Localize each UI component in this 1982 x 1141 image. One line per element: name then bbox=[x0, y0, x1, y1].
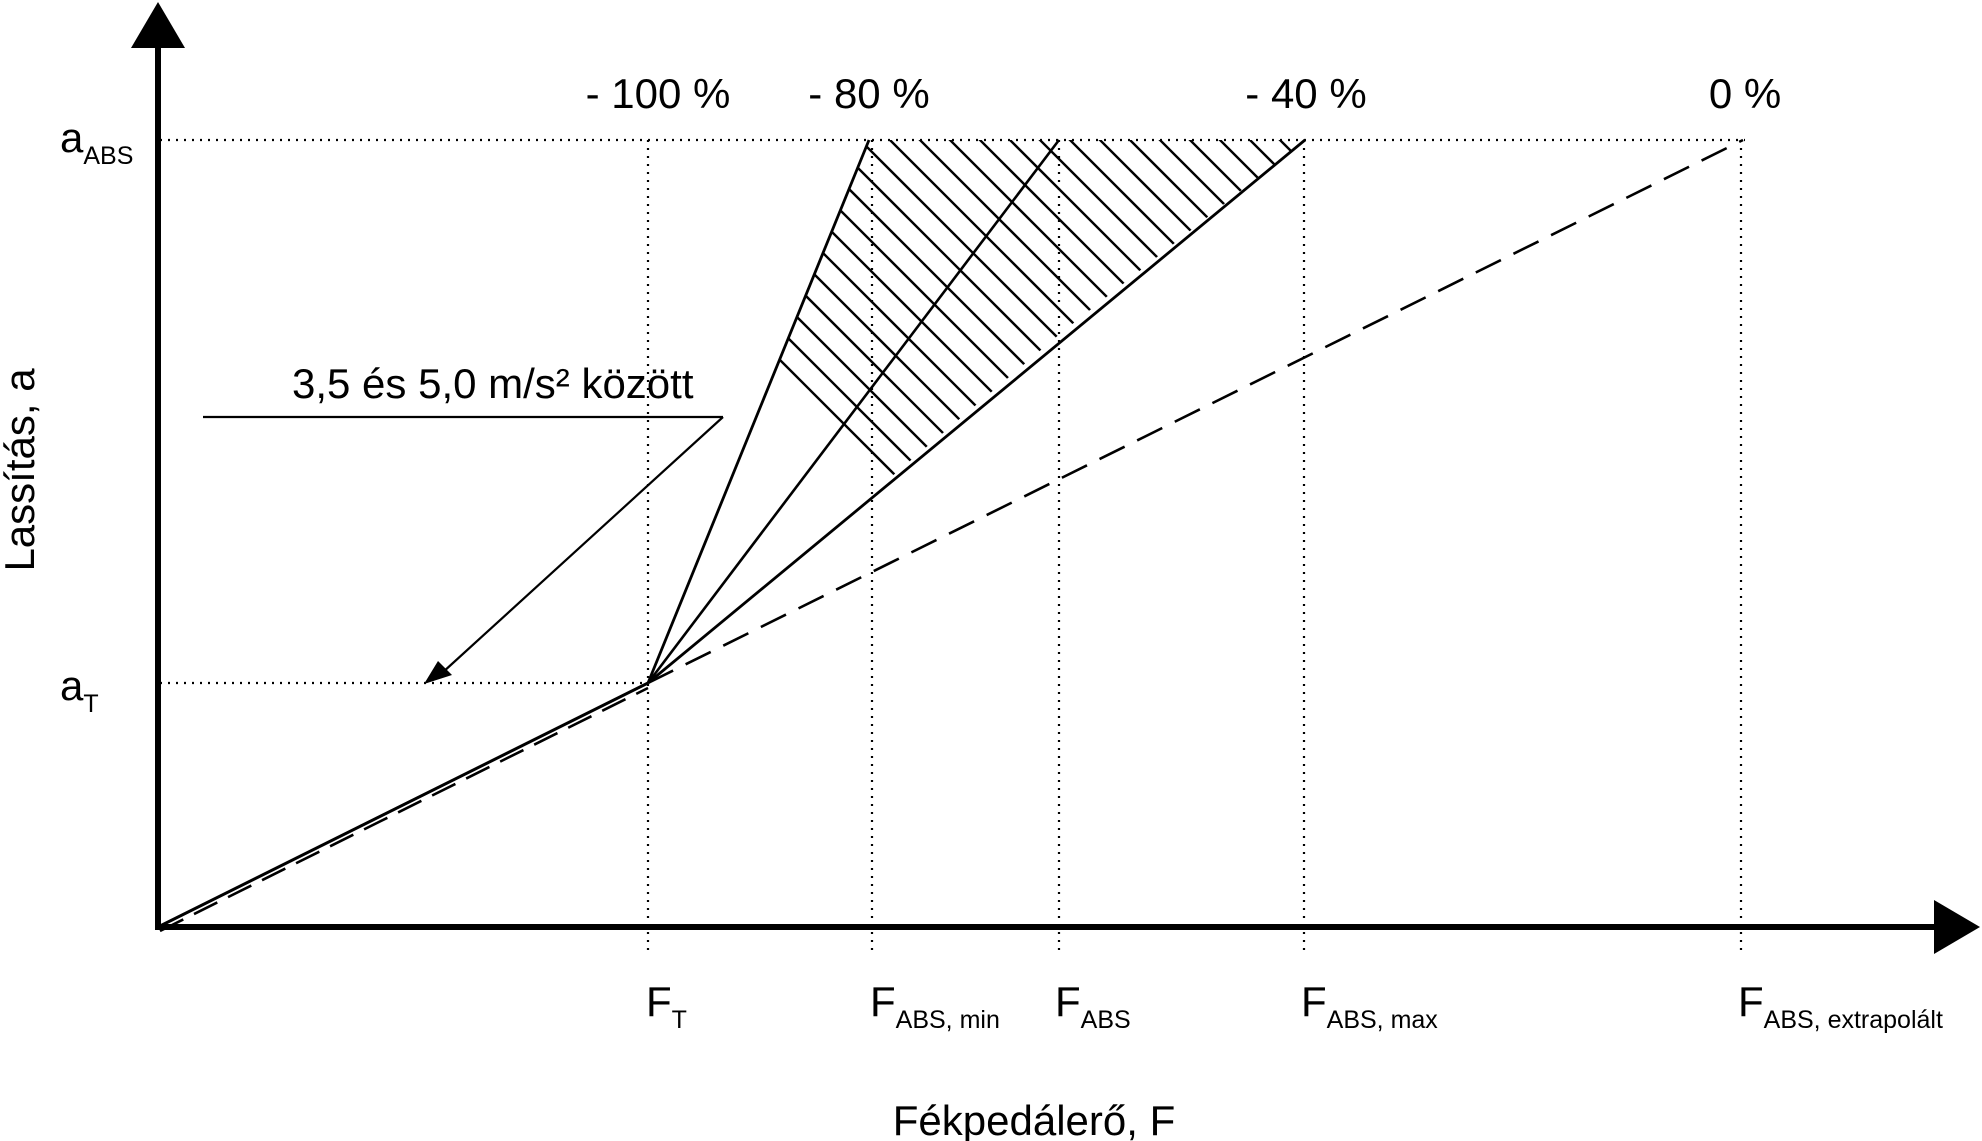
boundary-steep bbox=[646, 139, 871, 684]
center-curve bbox=[646, 139, 1061, 684]
hatch-line-2 bbox=[648, 140, 1181, 683]
hatch-line-18 bbox=[1079, 140, 1305, 683]
hatch-line-0 bbox=[648, 140, 1121, 683]
curves bbox=[159, 138, 1744, 933]
y-axis-arrowhead bbox=[131, 2, 185, 48]
deceleration-annotation: 3,5 és 5,0 m/s² között bbox=[292, 360, 694, 407]
fabs-min-label: FABS, min bbox=[870, 978, 1000, 1034]
hatch-line-19 bbox=[1109, 140, 1305, 683]
percent-label-minus-80: - 80 % bbox=[808, 70, 929, 117]
base-curve bbox=[159, 681, 649, 928]
fabs-label: FABS bbox=[1055, 978, 1131, 1034]
annotation-arrowhead bbox=[424, 661, 452, 684]
ft-label: FT bbox=[646, 978, 687, 1034]
hatch-line-7 bbox=[749, 140, 1305, 683]
hatch-line-13 bbox=[929, 140, 1305, 683]
hatch-line-8 bbox=[779, 140, 1305, 683]
fabs-max-label: FABS, max bbox=[1301, 978, 1438, 1034]
hatch-line-17 bbox=[1049, 140, 1305, 683]
a-t-label: aT bbox=[60, 662, 99, 718]
hatch-line-28 bbox=[1380, 120, 1960, 700]
base-curve-dashed bbox=[159, 686, 649, 933]
x-axis-arrowhead bbox=[1934, 900, 1980, 954]
x-axis-title: Fékpedálerő, F bbox=[893, 1097, 1175, 1141]
hatch-line-21 bbox=[1169, 140, 1305, 683]
annotation-leader bbox=[203, 415, 724, 674]
fabs-extrapolated-label: FABS, extrapolált bbox=[1738, 978, 1943, 1034]
hatch-line-24 bbox=[1259, 140, 1305, 683]
hatch-line-27 bbox=[1350, 120, 1930, 700]
hatch-line-6 bbox=[719, 140, 1301, 683]
tolerance-hatch bbox=[648, 120, 1960, 700]
hatch-line-10 bbox=[839, 140, 1305, 683]
axes bbox=[131, 2, 1980, 954]
percent-label-minus-40: - 40 % bbox=[1245, 70, 1366, 117]
hatch-line-3 bbox=[648, 140, 1211, 683]
hatch-line-14 bbox=[959, 140, 1305, 683]
y-axis-title: Lassítás, a bbox=[0, 368, 43, 572]
a-abs-label: aABS bbox=[60, 114, 133, 170]
hatch-line-25 bbox=[1289, 140, 1305, 683]
percent-label-minus-100: - 100 % bbox=[586, 70, 731, 117]
hatch-line-4 bbox=[659, 140, 1241, 683]
hatch-line-20 bbox=[1139, 140, 1305, 683]
hatch-line-15 bbox=[989, 140, 1305, 683]
hatch-line-23 bbox=[1229, 140, 1305, 683]
hatch-line-16 bbox=[1019, 140, 1305, 683]
hatch-line-12 bbox=[899, 140, 1305, 683]
hatch-line-11 bbox=[869, 140, 1305, 683]
hatch-line-1 bbox=[648, 140, 1151, 683]
boundary-shallow bbox=[647, 138, 1306, 685]
extrapolated-curve bbox=[647, 138, 1744, 685]
guide-lines bbox=[160, 138, 1745, 955]
hatch-line-22 bbox=[1199, 140, 1305, 683]
percent-label-zero: 0 % bbox=[1709, 70, 1781, 117]
